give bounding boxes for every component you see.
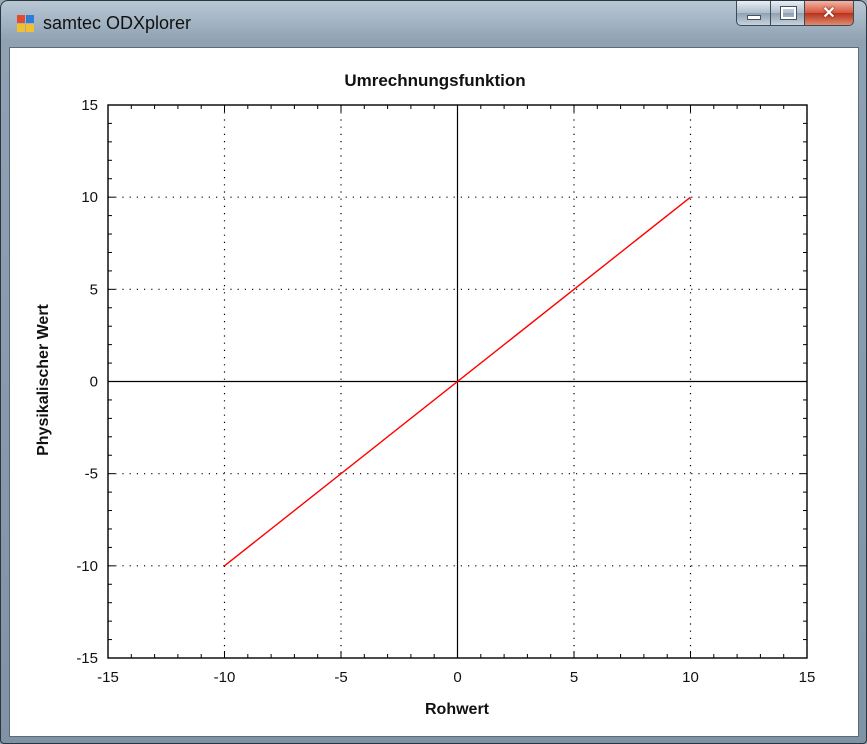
x-tick-label: 0 (453, 669, 461, 686)
x-tick-label: -15 (97, 669, 119, 686)
x-tick-label: 15 (799, 669, 816, 686)
x-axis-label: Rohwert (425, 701, 490, 718)
y-tick-label: 15 (81, 97, 98, 114)
series (224, 196, 691, 567)
maximize-icon (779, 6, 797, 20)
chart-panel: Umrechnungsfunktion -15 -10 -5 0 5 10 15 -15 -10… (9, 47, 859, 737)
minimize-button[interactable] (736, 1, 772, 26)
x-tick-label: 10 (682, 669, 699, 686)
y-tick-label: -10 (76, 558, 98, 575)
x-tick-label: 5 (570, 669, 578, 686)
title-bar[interactable]: samtec ODXplorer ✕ (1, 1, 866, 45)
maximize-button[interactable] (770, 1, 806, 26)
y-axis-label: Physikalischer Wert (35, 303, 52, 455)
y-tick-label: 5 (90, 281, 98, 298)
x-tick-label: -10 (214, 669, 236, 686)
x-tick-label: -5 (334, 669, 347, 686)
y-tick-label: -5 (85, 466, 98, 483)
conversion-line (224, 196, 691, 567)
y-tick-label: -15 (76, 650, 98, 667)
y-tick-label: 10 (81, 189, 98, 206)
close-icon: ✕ (822, 5, 836, 22)
ticks: -15 -10 -5 0 5 10 15 -15 -10 -5 0 5 10 15 (76, 97, 815, 686)
y-tick-label: 0 (90, 374, 98, 391)
minimize-icon (747, 14, 761, 20)
app-icon[interactable] (17, 15, 35, 33)
close-button[interactable]: ✕ (804, 1, 854, 26)
conversion-chart: Umrechnungsfunktion -15 -10 -5 0 5 10 15 -15 -10… (35, 71, 815, 718)
window-title: samtec ODXplorer (43, 13, 192, 33)
chart-title: Umrechnungsfunktion (344, 71, 525, 90)
